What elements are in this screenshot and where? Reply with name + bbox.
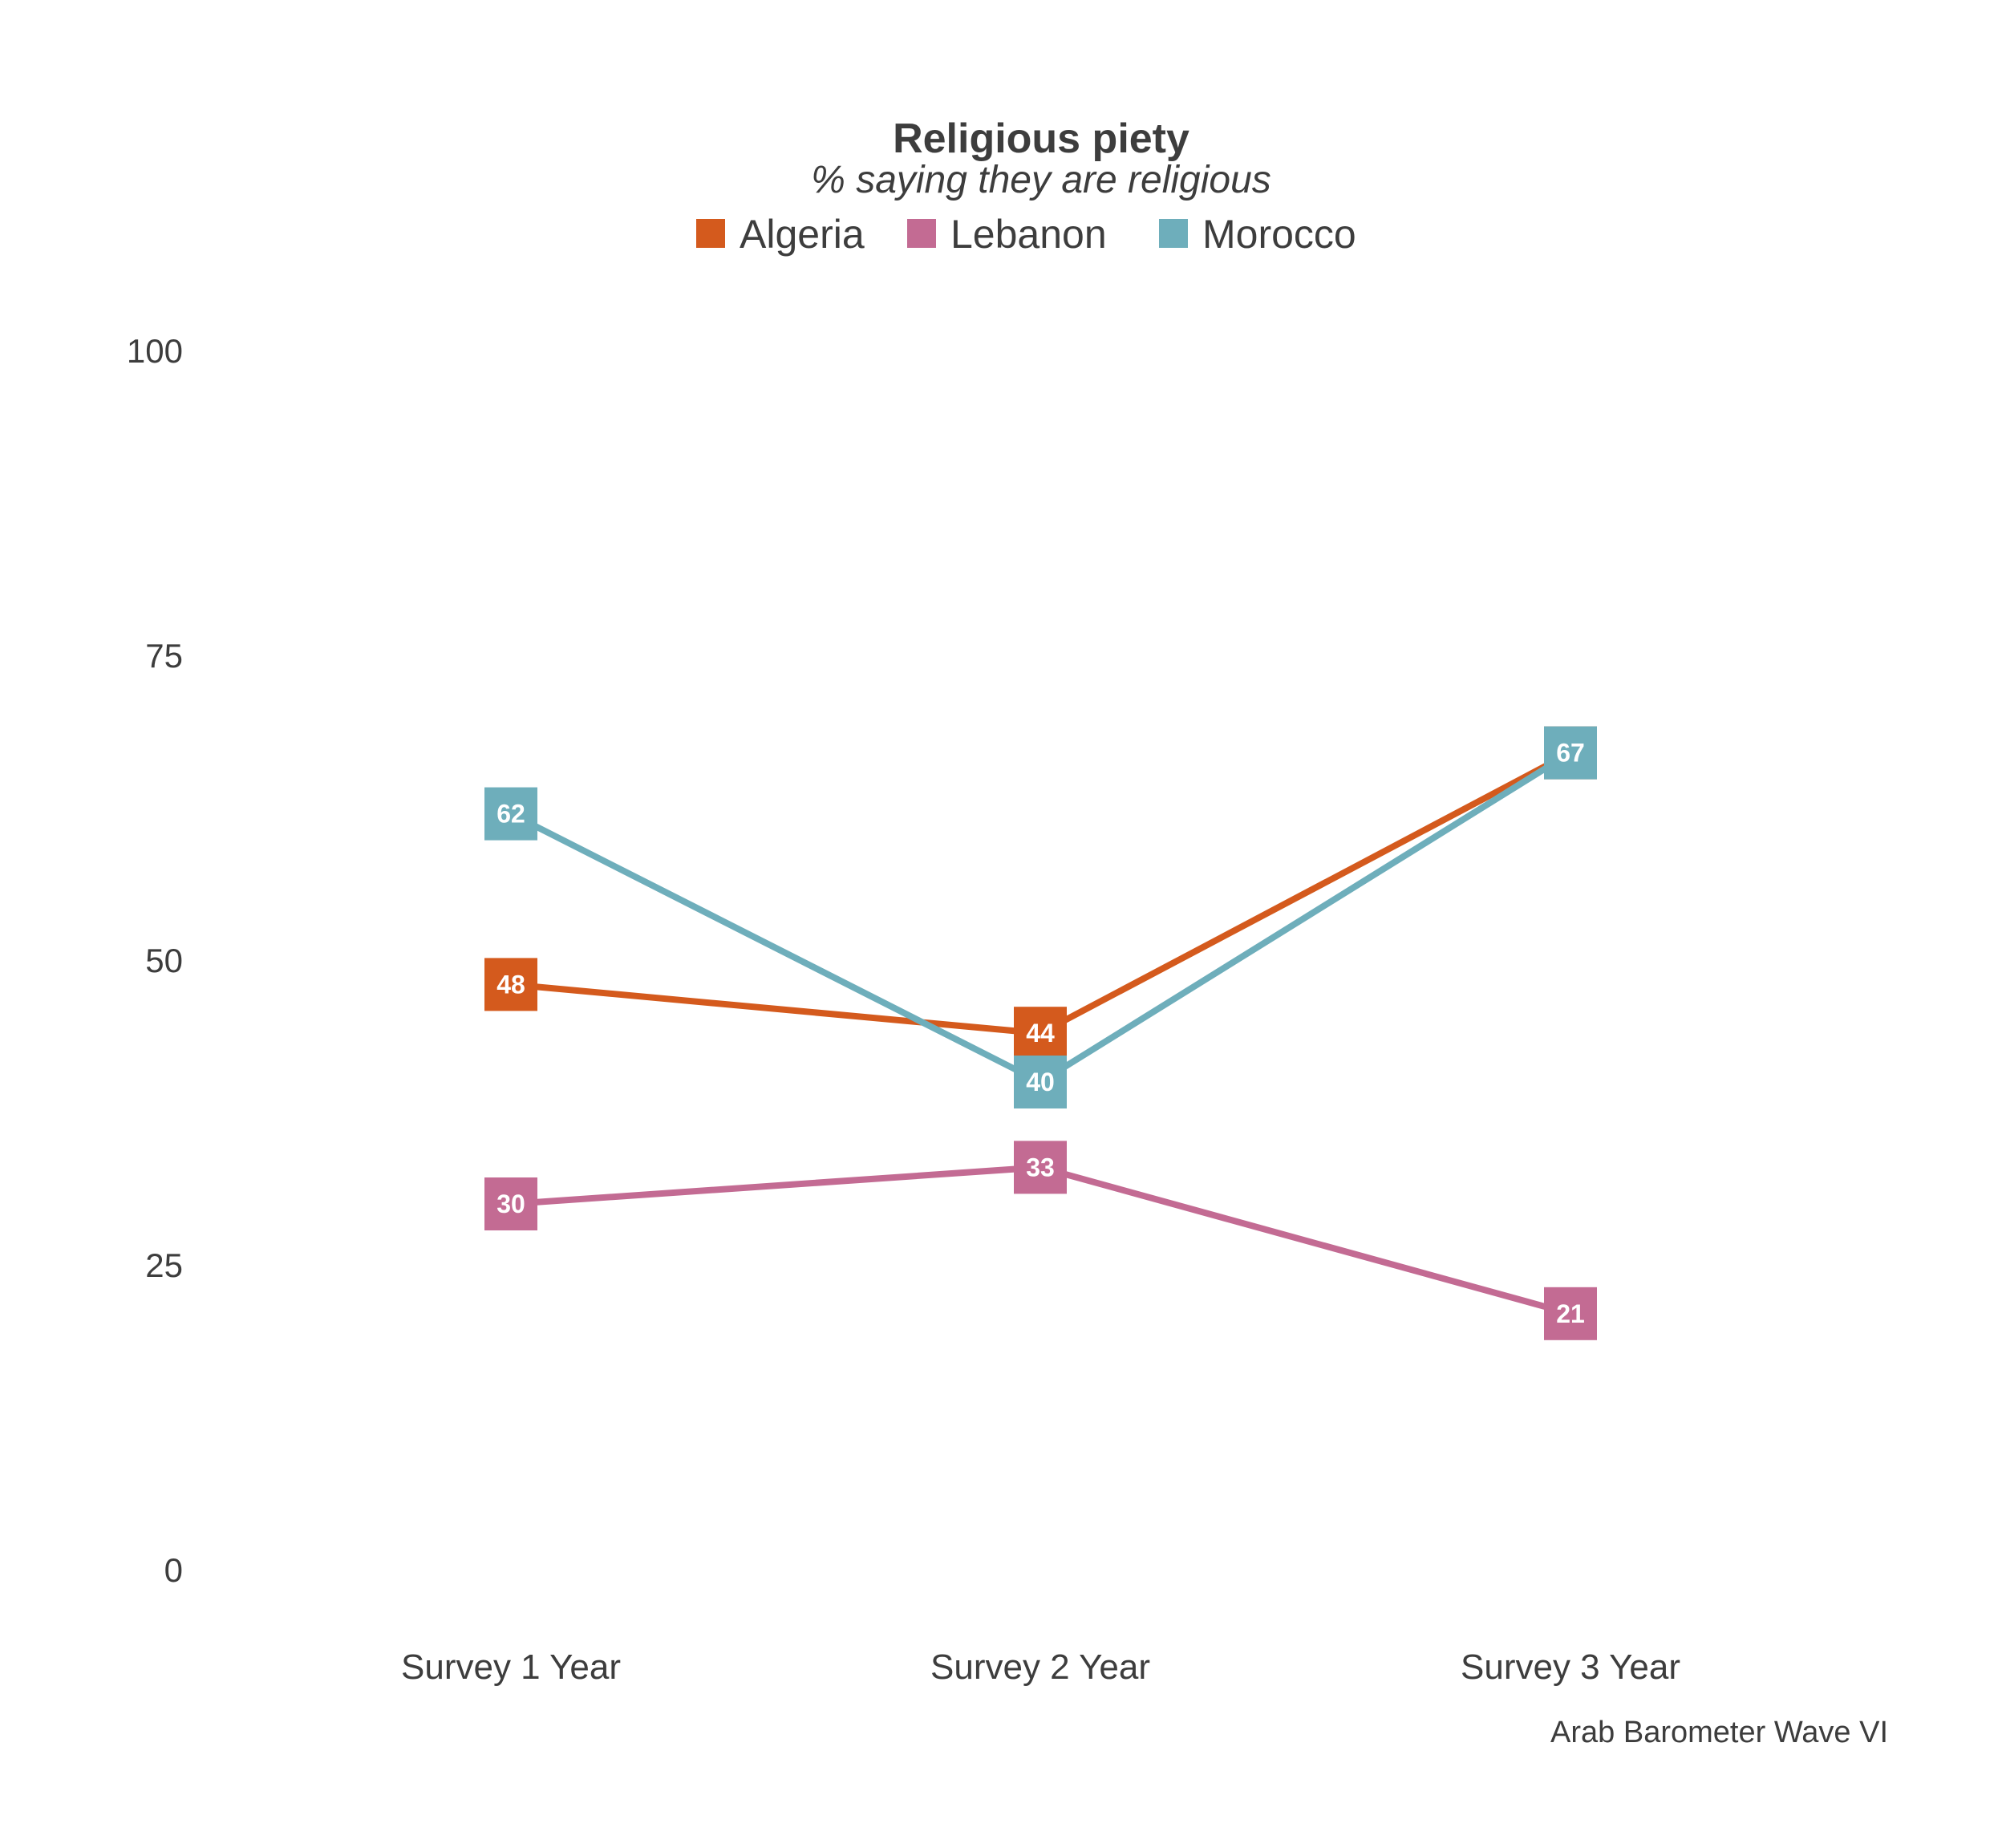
data-point-morocco: 62: [484, 787, 537, 841]
data-marker: [484, 787, 537, 841]
chart-subtitle: % saying they are religious: [811, 159, 1271, 201]
chart-caption: Arab Barometer Wave VI: [1550, 1716, 1888, 1749]
data-label: 62: [496, 800, 525, 829]
y-tick-label: 25: [145, 1246, 183, 1284]
y-tick-label: 50: [145, 942, 183, 979]
data-label: 48: [496, 970, 525, 999]
legend: Algeria Lebanon Morocco: [696, 212, 1356, 257]
series-markers: 484467303321624067: [484, 726, 1597, 1340]
data-label: 33: [1026, 1153, 1055, 1181]
data-label: 40: [1026, 1068, 1055, 1096]
data-marker: [484, 1177, 537, 1230]
data-marker: [1544, 726, 1597, 780]
y-tick-label: 100: [127, 332, 183, 370]
legend-label: Morocco: [1202, 212, 1356, 257]
data-marker: [1014, 1007, 1067, 1060]
legend-item-algeria: Algeria: [696, 212, 865, 257]
chart-title: Religious piety: [893, 116, 1189, 162]
legend-label: Algeria: [740, 212, 865, 257]
data-marker: [1014, 1141, 1067, 1194]
data-marker: [1544, 1287, 1597, 1340]
legend-label: Lebanon: [950, 212, 1107, 257]
data-marker: [484, 958, 537, 1011]
data-point-algeria: 48: [484, 958, 537, 1011]
data-label: 44: [1026, 1019, 1055, 1048]
data-point-lebanon: 21: [1544, 1287, 1597, 1340]
data-point-lebanon: 30: [484, 1177, 537, 1230]
x-axis: Survey 1 Year Survey 2 Year Survey 3 Year: [401, 1647, 1680, 1687]
data-label: 30: [496, 1189, 525, 1218]
data-point-lebanon: 33: [1014, 1141, 1067, 1194]
y-tick-label: 75: [145, 637, 183, 675]
legend-swatch: [696, 219, 725, 248]
y-axis: 0 25 50 75 100: [127, 332, 183, 1589]
y-tick-label: 0: [164, 1551, 183, 1589]
x-tick-label: Survey 3 Year: [1461, 1647, 1680, 1687]
legend-swatch: [907, 219, 936, 248]
legend-swatch: [1159, 219, 1188, 248]
x-tick-label: Survey 2 Year: [930, 1647, 1150, 1687]
data-point-morocco: 40: [1014, 1056, 1067, 1108]
legend-item-lebanon: Lebanon: [907, 212, 1107, 257]
x-tick-label: Survey 1 Year: [401, 1647, 621, 1687]
data-label: 67: [1556, 739, 1585, 768]
data-point-morocco: 67: [1544, 726, 1597, 780]
data-point-algeria: 44: [1014, 1007, 1067, 1060]
legend-item-morocco: Morocco: [1159, 212, 1356, 257]
data-label: 21: [1556, 1299, 1585, 1328]
data-marker: [1014, 1056, 1067, 1108]
